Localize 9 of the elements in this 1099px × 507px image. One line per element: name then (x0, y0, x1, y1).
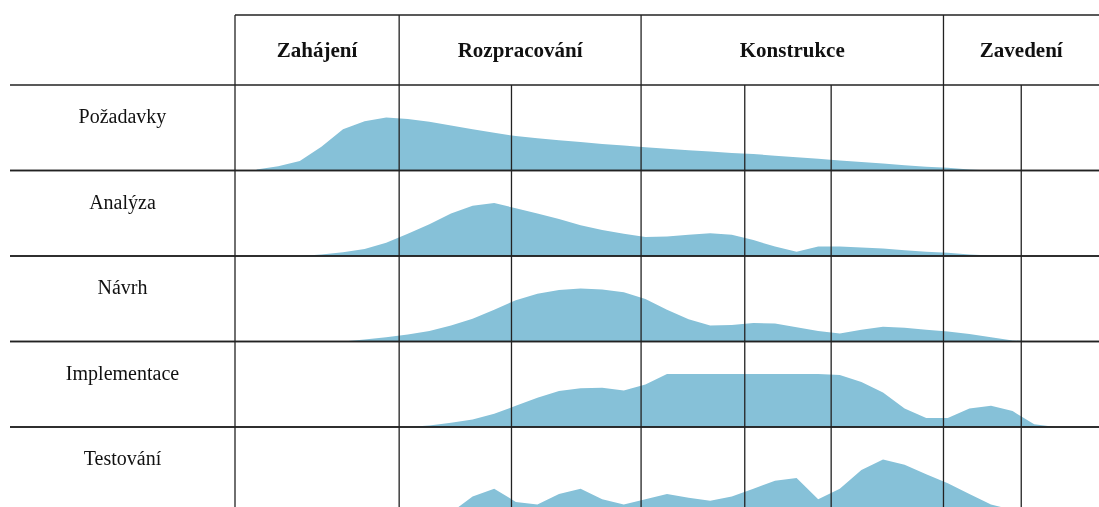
chart-title: Implementace (65, 361, 180, 385)
text: Konstrukce (739, 38, 845, 62)
text: Zahájení (276, 38, 359, 62)
text: Rozpracování (457, 38, 584, 62)
text: Zavedení (979, 38, 1064, 62)
chart-title: Analýza (89, 190, 156, 214)
chart-title: Požadavky (78, 105, 167, 128)
chart-title: Návrh (97, 276, 148, 298)
chart-title: Testování (83, 447, 162, 469)
